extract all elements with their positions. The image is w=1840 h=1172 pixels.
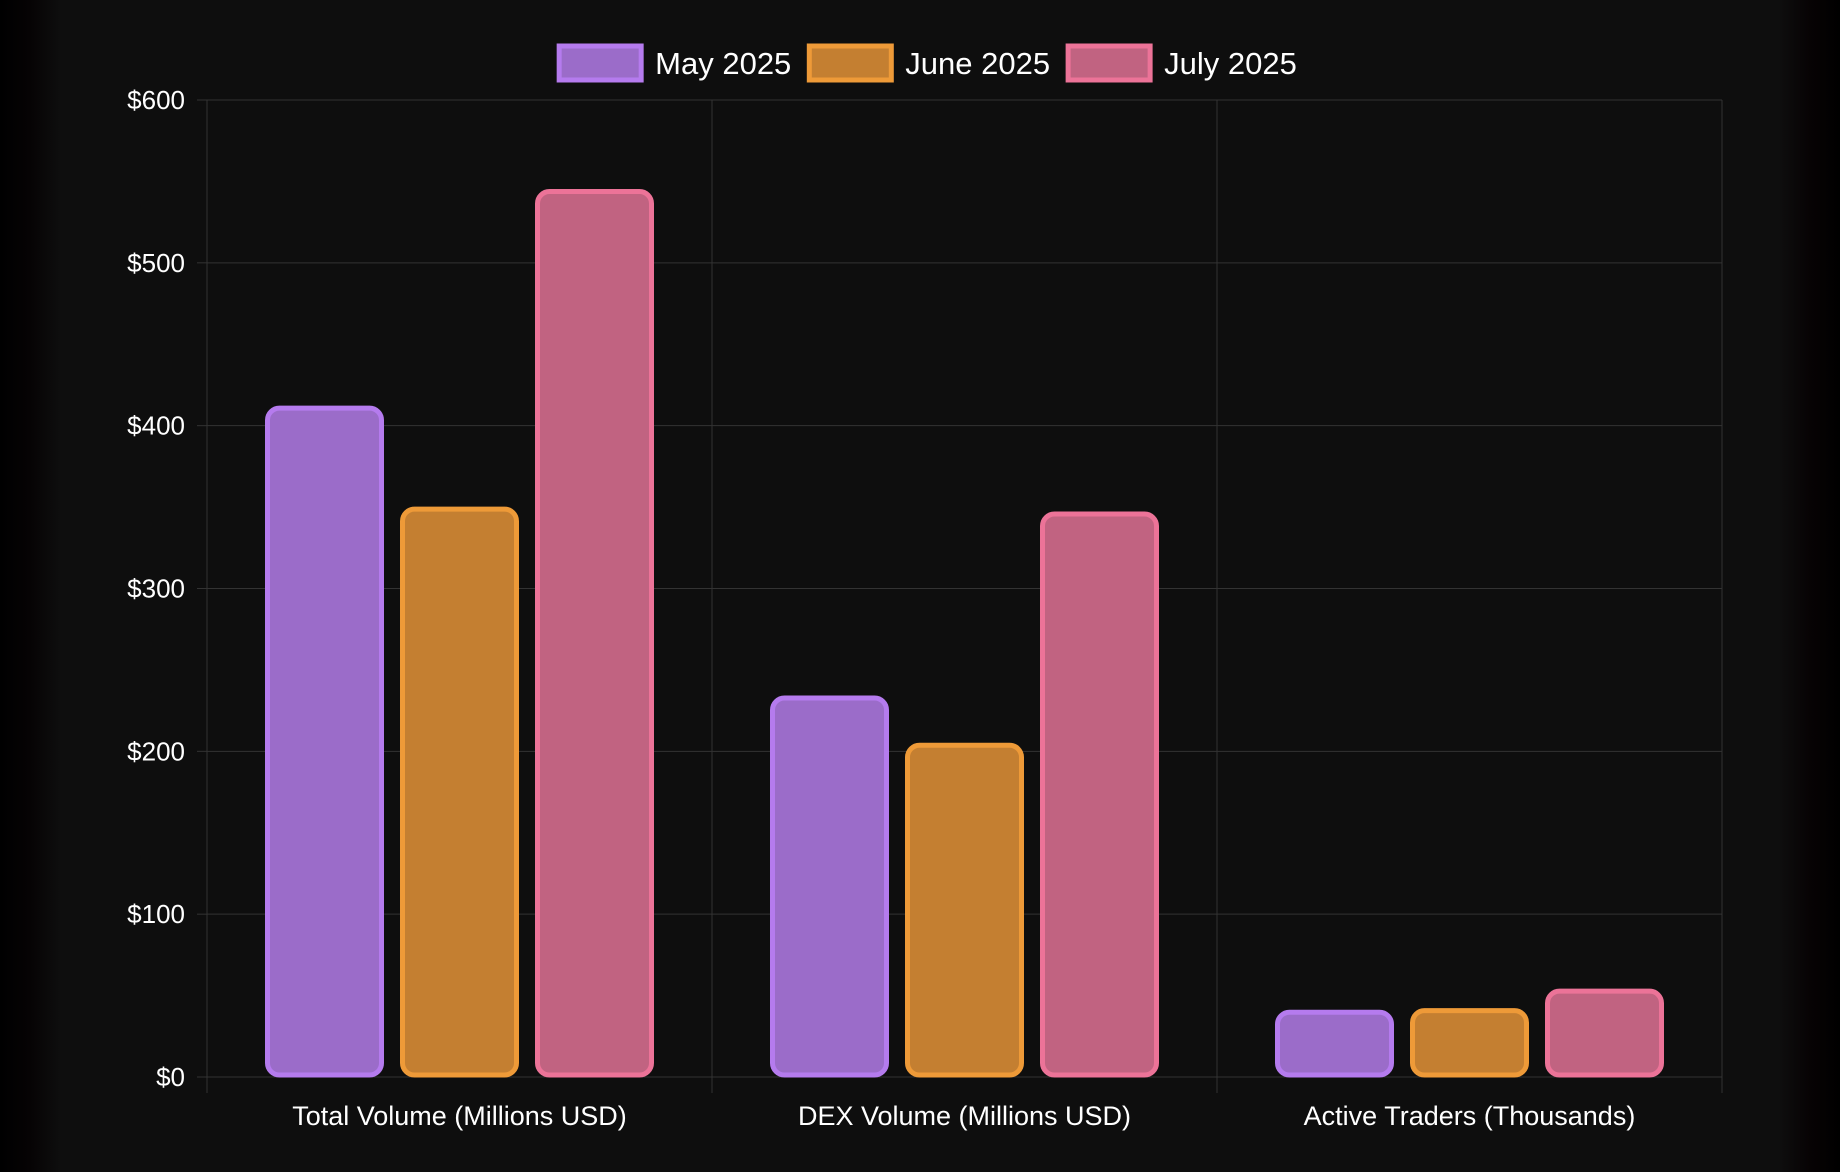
- legend-label[interactable]: July 2025: [1164, 46, 1297, 81]
- bar-2-1: [400, 506, 519, 1078]
- legend-swatch[interactable]: [1065, 43, 1153, 83]
- bar-3-2: [1040, 511, 1159, 1078]
- legend-swatch[interactable]: [806, 43, 894, 83]
- bar-3-1: [535, 189, 654, 1078]
- y-tick-label: $0: [156, 1062, 185, 1092]
- y-tick-label: $300: [127, 574, 185, 604]
- legend: May 2025 June 2025 July 2025: [556, 43, 1297, 83]
- y-tick-label: $100: [127, 899, 185, 929]
- legend-label[interactable]: May 2025: [655, 46, 791, 81]
- bar-3-3: [1545, 988, 1664, 1078]
- bar-2-2: [905, 742, 1024, 1078]
- bar-1-3: [1275, 1009, 1394, 1078]
- x-category-label: Total Volume (Millions USD): [292, 1101, 627, 1131]
- x-category-label: DEX Volume (Millions USD): [798, 1101, 1131, 1131]
- y-tick-label: $200: [127, 736, 185, 766]
- legend-swatch[interactable]: [556, 43, 644, 83]
- x-category-label: Active Traders (Thousands): [1304, 1101, 1636, 1131]
- bars: [265, 189, 1664, 1078]
- y-tick-label: $600: [127, 85, 185, 115]
- bar-1-1: [265, 405, 384, 1078]
- x-axis: Total Volume (Millions USD) DEX Volume (M…: [292, 1101, 1635, 1131]
- bar-1-2: [770, 695, 889, 1078]
- y-axis: $0 $100 $200 $300 $400 $500 $600: [127, 85, 185, 1092]
- bar-2-3: [1410, 1008, 1529, 1078]
- legend-label[interactable]: June 2025: [905, 46, 1050, 81]
- y-tick-label: $500: [127, 248, 185, 278]
- y-tick-label: $400: [127, 411, 185, 441]
